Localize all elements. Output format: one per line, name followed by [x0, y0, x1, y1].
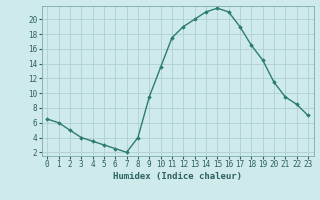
X-axis label: Humidex (Indice chaleur): Humidex (Indice chaleur): [113, 172, 242, 181]
